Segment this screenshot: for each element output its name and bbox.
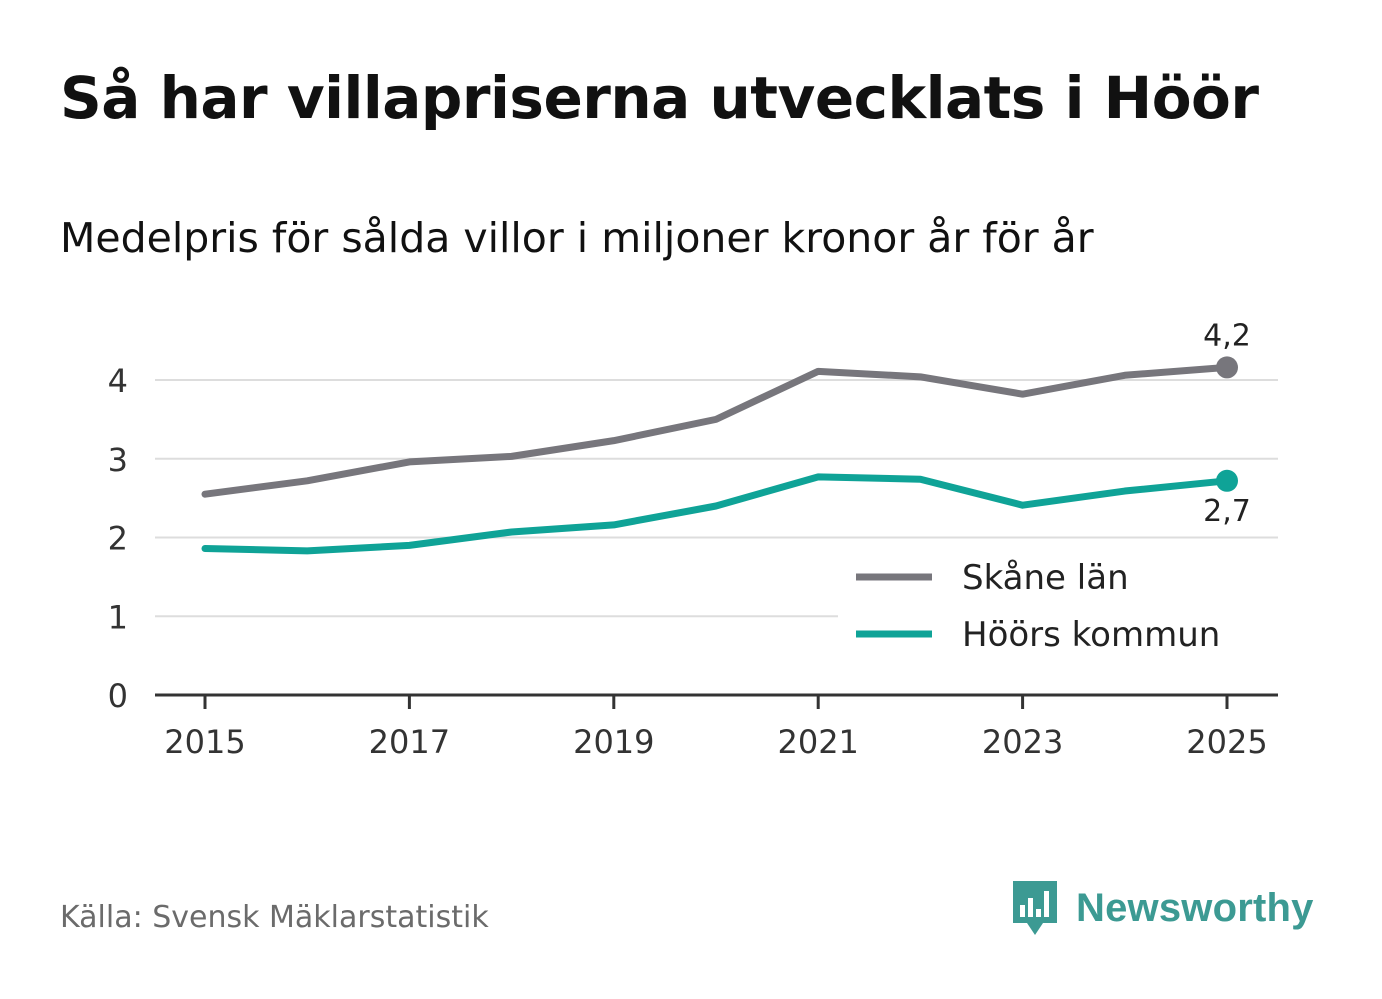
source-note: Källa: Svensk Mäklarstatistik [60, 900, 489, 935]
brand-name: Newsworthy [1076, 885, 1314, 930]
y-tick-label-3: 3 [108, 441, 128, 479]
series-line-1 [201, 473, 1231, 555]
legend: Skåne län Höörs kommun [838, 548, 1280, 666]
x-tick-label-2023: 2023 [982, 723, 1063, 761]
y-tick-label-2: 2 [108, 520, 128, 558]
chart-title: Så har villapriserna utvecklats i Höör [60, 64, 1259, 132]
legend-label-0: Skåne län [962, 558, 1129, 598]
newsworthy-logo-icon [1013, 881, 1057, 935]
series-end-point-0 [1216, 356, 1238, 379]
legend-label-1: Höörs kommun [962, 615, 1220, 655]
y-tick-label-1: 1 [108, 598, 128, 636]
series-end-label-1: 2,7 [1203, 494, 1251, 529]
x-tick-label-2019: 2019 [573, 723, 654, 761]
chart-subtitle: Medelpris för sålda villor i miljoner kr… [60, 214, 1094, 262]
x-tick-label-2021: 2021 [777, 723, 858, 761]
y-tick-label-4: 4 [108, 362, 128, 400]
x-tick-label-2015: 2015 [164, 723, 245, 761]
y-tick-label-0: 0 [108, 677, 128, 715]
series-end-point-1 [1216, 469, 1238, 492]
series-line-0 [201, 363, 1231, 498]
brand-logo: Newsworthy [1010, 878, 1314, 938]
series-end-label-0: 4,2 [1203, 318, 1251, 353]
x-tick-label-2025: 2025 [1186, 723, 1267, 761]
x-axis: 2015 2017 2019 2021 2023 2025 [155, 693, 1278, 761]
x-tick-label-2017: 2017 [369, 723, 450, 761]
legend-background [838, 548, 1280, 666]
series-lines: 4,2 2,7 [201, 318, 1251, 555]
